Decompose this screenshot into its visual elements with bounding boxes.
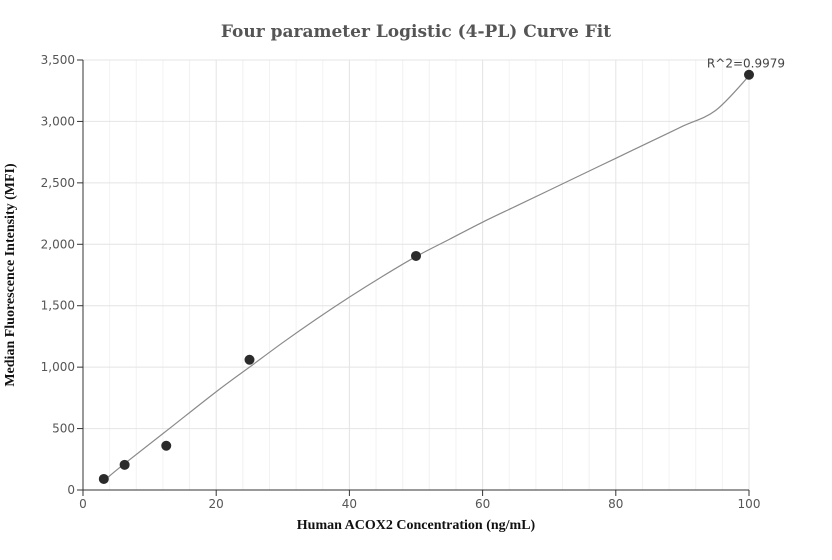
x-tick-label: 80 (608, 497, 623, 511)
y-tick-label: 2,500 (41, 176, 75, 190)
x-tick-label: 100 (738, 497, 761, 511)
y-tick-label: 1,500 (41, 299, 75, 313)
minor-gridlines (109, 60, 723, 490)
x-tick-label: 20 (209, 497, 224, 511)
x-tick-label: 60 (475, 497, 490, 511)
x-tick-label: 40 (342, 497, 357, 511)
data-point (119, 459, 130, 470)
x-axis-ticks: 0 20 40 60 80 100 (79, 490, 760, 511)
data-point (98, 473, 109, 484)
y-tick-label: 0 (67, 483, 75, 497)
y-tick-label: 3,500 (41, 53, 75, 67)
data-point (744, 69, 754, 80)
chart-title: Four parameter Logistic (4-PL) Curve Fit (220, 22, 612, 42)
r-squared-annotation: R^2=0.9979 (707, 57, 785, 71)
data-point (411, 250, 421, 261)
fit-curve-line (103, 75, 750, 482)
data-point (244, 354, 255, 365)
y-axis-ticks: 0 500 1,000 1,500 2,000 2,500 3,000 3,500 (41, 53, 83, 497)
x-tick-label: 0 (79, 497, 87, 511)
y-axis-title: Median Fluorescence Intensity (MFI) (3, 163, 18, 387)
x-axis-title: Human ACOX2 Concentration (ng/mL) (296, 518, 536, 533)
y-tick-label: 2,000 (41, 237, 75, 251)
major-gridlines (83, 59, 750, 490)
axes (82, 60, 749, 491)
y-tick-label: 500 (52, 422, 75, 436)
fit-curve (103, 75, 750, 482)
y-tick-label: 1,000 (41, 360, 75, 374)
data-point (161, 440, 172, 451)
data-points (98, 69, 754, 484)
y-tick-label: 3,000 (41, 114, 75, 128)
